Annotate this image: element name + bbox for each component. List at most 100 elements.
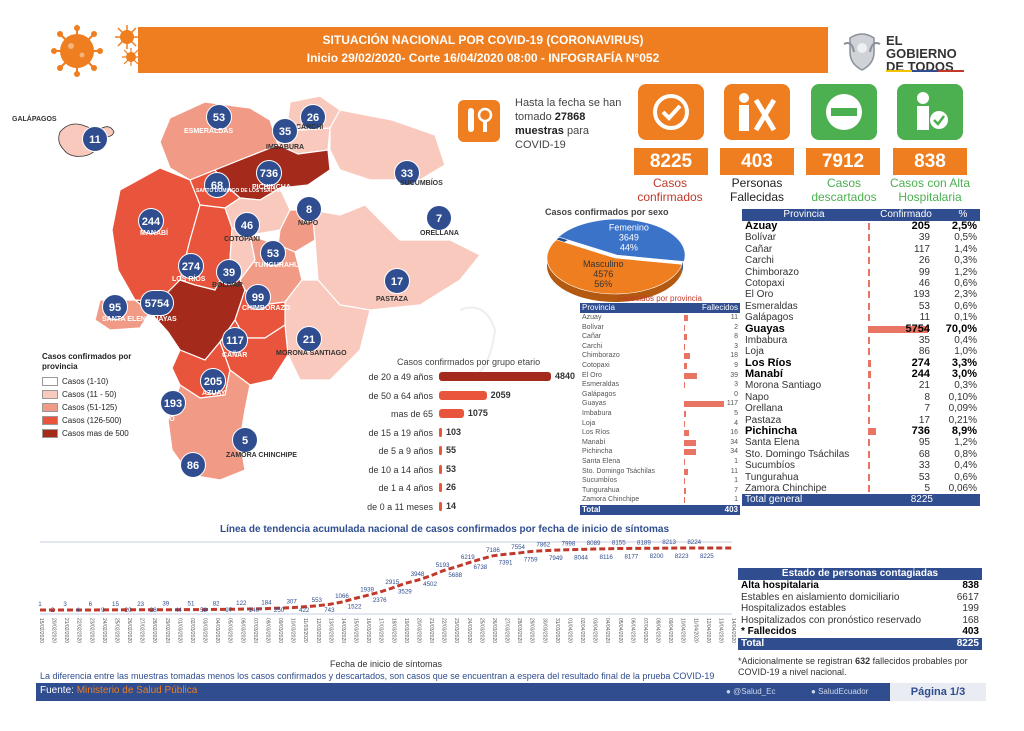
province-row: Imbabura 35 0,4% [742, 335, 980, 346]
trend-x-tick: 02/03/2020 [189, 618, 195, 643]
legend-swatch [42, 403, 58, 412]
deaths-bar [684, 401, 724, 408]
province-bar [868, 416, 870, 424]
province-confirmed: 95 [918, 437, 930, 449]
trend-x-tick: 26/03/2020 [491, 618, 497, 643]
province-bubble: 8 [296, 196, 322, 222]
pie-label: Masculino [583, 259, 624, 269]
trend-x-tick: 27/02/2020 [139, 618, 145, 643]
province-confirmed: 8 [924, 391, 930, 403]
trend-point-label: 122 [236, 600, 247, 607]
trend-line-chart: 1234691520232839445158829712214018425030… [38, 539, 736, 643]
trend-x-tick: 04/03/2020 [214, 618, 220, 643]
province-row: Santa Elena 95 1,2% [742, 437, 980, 448]
trend-x-tick: 05/04/2020 [617, 618, 623, 643]
province-row: Bolívar 39 0,5% [742, 232, 980, 243]
legend-swatch [42, 390, 58, 399]
trend-x-tick: 29/02/2020 [164, 618, 170, 643]
trend-point-label: 8189 [637, 539, 651, 546]
province-bubble: 35 [272, 118, 298, 144]
province-label: TUNGURAHUA [254, 262, 305, 269]
province-bubble: 17 [384, 268, 410, 294]
trend-x-tick: 22/02/2020 [76, 618, 82, 643]
deaths-bar [684, 439, 696, 446]
province-label: ORELLANA [420, 230, 459, 237]
trend-x-tick: 11/04/2020 [692, 618, 698, 643]
province-name: Carchi [745, 255, 774, 267]
province-label: CARCHI [296, 124, 324, 131]
trend-point-label: 97 [225, 607, 232, 614]
deaths-province: Loja [582, 419, 596, 427]
trend-point-label: 8155 [612, 540, 626, 547]
footnote: La diferencia entre las muestras tomadas… [40, 671, 715, 681]
samples-post: para COVID-19 [515, 125, 590, 151]
trend-point-label: 8177 [624, 553, 638, 560]
trend-point-label: 3 [63, 601, 67, 608]
pie-value: 3649 [619, 232, 639, 242]
province-row: Azuay 205 2,5% [742, 220, 980, 232]
province-row: Guayas 5754 70,0% [742, 323, 980, 335]
deaths-bar [684, 382, 686, 389]
province-row: El Oro 193 2,3% [742, 289, 980, 300]
trend-point-label: 6219 [461, 554, 475, 561]
age-value: 53 [446, 463, 457, 474]
deaths-row: Esmeraldas 3 [580, 380, 740, 390]
age-bar [439, 372, 551, 381]
facebook-handle[interactable]: ● SaludEcuador [811, 687, 868, 696]
trend-x-tick: 25/03/2020 [478, 618, 484, 643]
province-pct: 8,9% [951, 425, 977, 438]
province-bubble: 39 [216, 259, 242, 285]
province-pct: 0,10% [948, 391, 977, 403]
deaths-row: Imbabura 5 [580, 409, 740, 419]
province-name: Manabí [745, 368, 783, 381]
age-value: 55 [446, 445, 457, 455]
deaths-bar [684, 478, 685, 485]
province-bubble: 5754 [140, 290, 174, 316]
province-name: Zamora Chinchipe [745, 482, 827, 494]
virus-small-icon [115, 25, 139, 49]
province-label: EL ORO [148, 416, 175, 423]
deaths-province: Pichincha [582, 448, 613, 456]
province-name: Orellana [745, 403, 783, 415]
facebook-text: SaludEcuador [818, 687, 869, 696]
province-bar [868, 245, 870, 253]
facebook-icon: ● [811, 687, 816, 696]
kpi-label: Casos descartados [811, 176, 877, 204]
trend-x-tick: 17/03/2020 [378, 618, 384, 643]
province-table-header: Provincia Confirmado % [742, 209, 980, 221]
province-name: Azuay [745, 220, 778, 232]
status-label: Hospitalizados con pronóstico reservado [741, 614, 922, 626]
virus-icon [51, 25, 103, 77]
prov-total-value: 8225 [910, 494, 933, 506]
trend-point-label: 8225 [700, 553, 714, 560]
province-pct: 1,4% [954, 243, 977, 255]
trend-point-label: 6738 [473, 564, 487, 571]
trend-x-tick: 20/02/2020 [51, 618, 57, 643]
province-confirmed: 33 [918, 460, 930, 472]
province-bubble: 46 [234, 212, 260, 238]
trend-x-tick: 06/03/2020 [239, 618, 245, 643]
province-confirmed: 53 [918, 300, 930, 312]
province-bubble: 5 [232, 427, 258, 453]
sex-chart-title: Casos confirmados por sexo [545, 207, 669, 217]
legend-item: Casos (51-125) [42, 401, 152, 414]
province-total-row: Total general 8225 [742, 494, 980, 507]
note-pre: *Adicionalmente se registran [738, 656, 853, 666]
source-name: Ministerio de Salud Pública [76, 685, 198, 696]
province-confirmed: 46 [918, 277, 930, 289]
deaths-header: Provincia Fallecidos [580, 303, 740, 313]
twitter-handle[interactable]: ● @Salud_Ec [726, 687, 775, 696]
province-row: Los Ríos 274 3,3% [742, 356, 980, 369]
province-confirmed: 274 [911, 356, 930, 369]
status-label: Hospitalizados estables [741, 603, 847, 615]
province-bar [868, 234, 870, 242]
discharged-icon [897, 84, 963, 140]
province-bubble: 53 [206, 104, 232, 130]
deaths-province: Esmeraldas [582, 381, 619, 389]
status-value: 403 [962, 626, 979, 638]
province-name: Tungurahua [745, 471, 799, 483]
kpi-value: 838 [893, 148, 967, 175]
trend-xlabel: Fecha de inicio de síntomas [330, 659, 443, 669]
province-bar [868, 450, 870, 458]
province-bar [868, 473, 870, 481]
